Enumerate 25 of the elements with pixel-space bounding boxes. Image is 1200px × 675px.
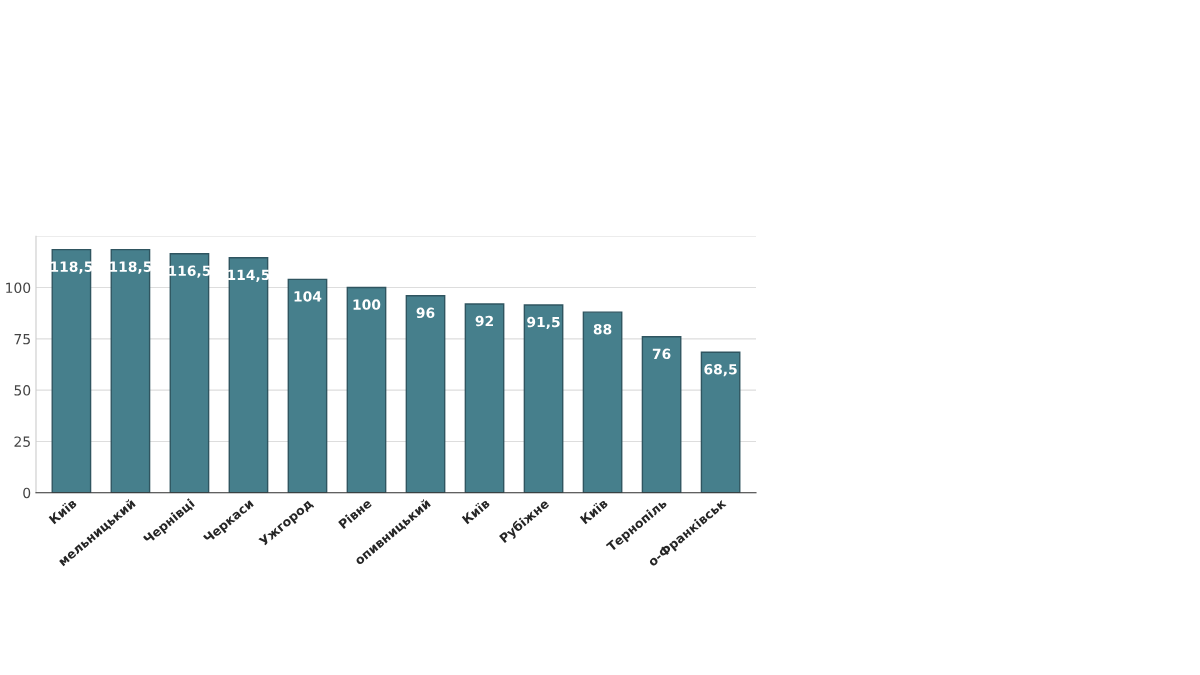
bar xyxy=(582,311,623,493)
bar xyxy=(287,278,328,493)
y-tick-label: 100 xyxy=(6,282,31,294)
bar xyxy=(405,295,446,493)
bar xyxy=(523,304,564,493)
y-tick-label: 0 xyxy=(23,487,31,499)
bar xyxy=(228,257,269,493)
bar xyxy=(51,248,92,493)
data-label: 91,5 xyxy=(527,316,560,330)
data-label: 76 xyxy=(652,348,671,360)
data-label: 104 xyxy=(294,291,322,302)
bar xyxy=(110,248,151,493)
bar xyxy=(700,351,741,493)
bar xyxy=(169,252,210,493)
y-tick-label: 50 xyxy=(14,385,31,396)
bar xyxy=(641,336,682,493)
data-label: 96 xyxy=(416,307,435,319)
data-label: 68,5 xyxy=(704,363,737,377)
y-tick-label: 25 xyxy=(14,436,30,447)
bar xyxy=(346,286,387,493)
data-label: 92 xyxy=(475,315,493,327)
data-label: 88 xyxy=(593,323,612,335)
bar xyxy=(464,303,505,493)
data-label: 100 xyxy=(353,299,381,310)
y-tick-label: 75 xyxy=(14,334,30,345)
